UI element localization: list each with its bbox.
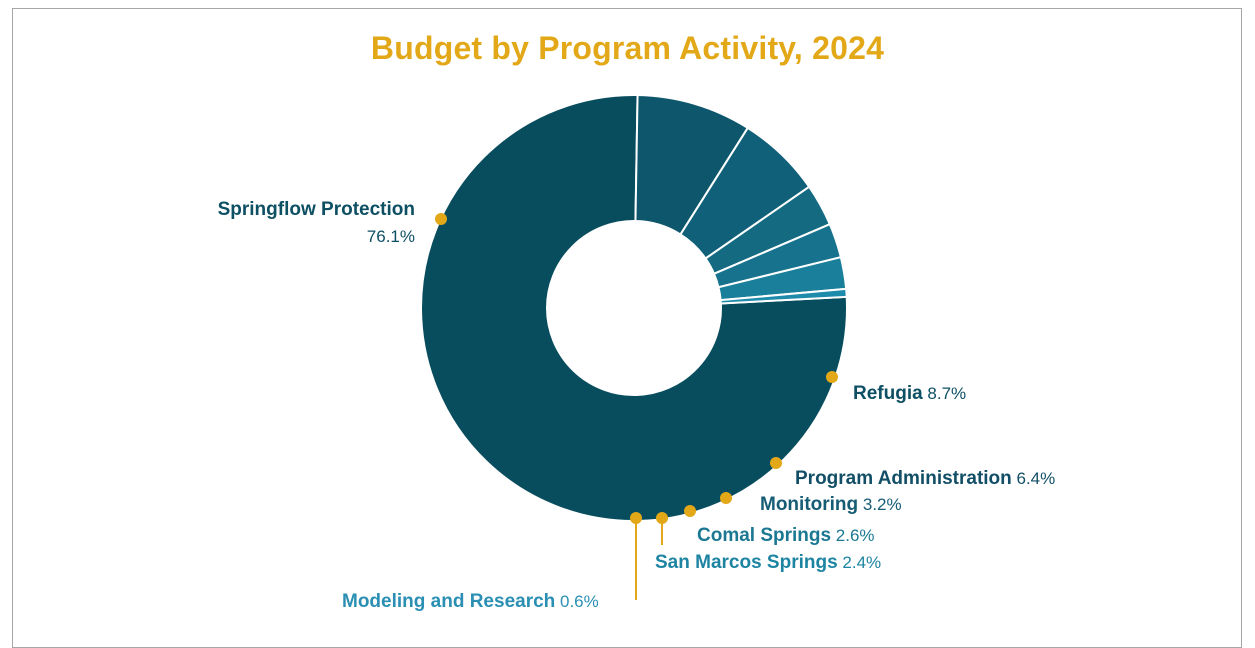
chart-title: Budget by Program Activity, 2024: [370, 30, 885, 66]
label-category-program-administration: Program Administration: [795, 468, 1012, 489]
label-value-comal-springs: 2.6%: [831, 526, 874, 545]
label-value-program-administration: 6.4%: [1012, 469, 1055, 488]
data-label-monitoring: Monitoring 3.2%: [760, 494, 902, 515]
donut-chart: Springflow Protection 76.1% Refugia 8.7% Pr…: [218, 94, 1055, 612]
label-marker-comal-springs: [684, 505, 696, 517]
label-category-san-marcos-springs: San Marcos Springs: [655, 552, 838, 573]
label-marker-monitoring: [720, 492, 732, 504]
label-marker-modeling-and-research: [630, 512, 642, 524]
label-value-refugia: 8.7%: [923, 384, 966, 403]
label-category-comal-springs: Comal Springs: [697, 525, 831, 546]
data-label-san-marcos-springs: San Marcos Springs 2.4%: [655, 552, 881, 573]
label-value-modeling-and-research: 0.6%: [555, 592, 598, 611]
data-label-category-springflow-protection: Springflow Protection: [218, 199, 415, 220]
data-label-program-administration: Program Administration 6.4%: [795, 468, 1055, 489]
label-marker-san-marcos-springs: [656, 512, 668, 524]
data-label-refugia: Refugia 8.7%: [853, 383, 966, 404]
label-marker-refugia: [826, 371, 838, 383]
donut-slice-springflow-protection[interactable]: [420, 94, 848, 522]
label-marker-program-administration: [770, 457, 782, 469]
label-value-monitoring: 3.2%: [858, 495, 901, 514]
label-category-refugia: Refugia: [853, 383, 923, 404]
label-value-springflow-protection: 76.1%: [367, 227, 415, 246]
data-label-value-springflow-protection: 76.1%: [367, 227, 415, 246]
data-label-modeling-and-research: Modeling and Research 0.6%: [342, 591, 599, 612]
donut-slice-modeling-and-research[interactable]: [719, 287, 848, 305]
label-category-modeling-and-research: Modeling and Research: [342, 591, 555, 612]
label-marker-springflow-protection: [435, 213, 447, 225]
label-value-san-marcos-springs: 2.4%: [838, 553, 881, 572]
data-label-comal-springs: Comal Springs 2.6%: [697, 525, 875, 546]
label-category-springflow-protection: Springflow Protection: [218, 199, 415, 220]
label-category-monitoring: Monitoring: [760, 494, 858, 515]
